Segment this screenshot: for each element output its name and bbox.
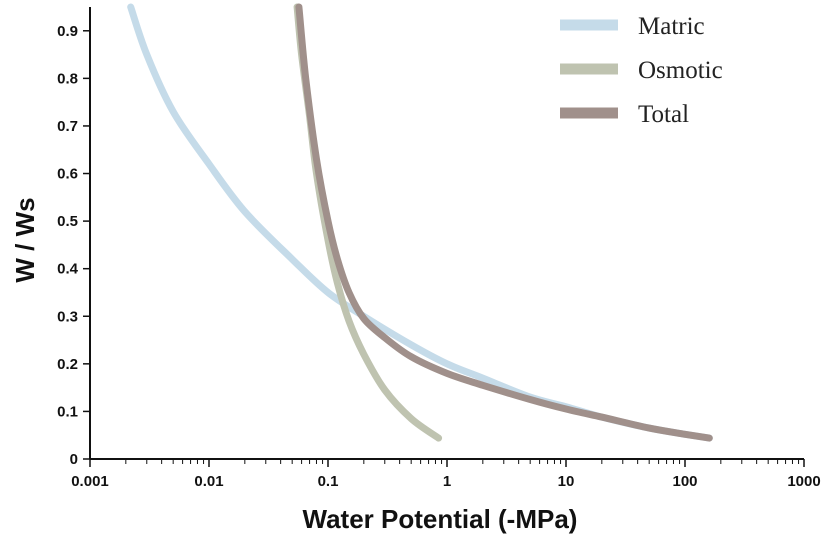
y-tick-label: 0.6 bbox=[57, 166, 78, 183]
y-tick-label: 0.2 bbox=[57, 356, 78, 373]
y-tick-label: 0.1 bbox=[57, 403, 78, 420]
series-line-total bbox=[295, 3, 713, 442]
y-tick-label: 0.5 bbox=[57, 213, 78, 230]
plot-area bbox=[127, 3, 713, 442]
x-tick-label: 1 bbox=[443, 473, 451, 490]
x-tick-label: 10 bbox=[558, 473, 575, 490]
y-ticks: 0 0.1 0.2 0.3 0.4 0.5 0.6 0.7 0.8 0.9 bbox=[57, 23, 90, 468]
x-tick-label: 0.1 bbox=[318, 473, 339, 490]
legend-label-matric: Matric bbox=[638, 13, 705, 40]
x-tick-label: 100 bbox=[672, 473, 697, 490]
x-ticks: 0.001 0.01 0.1 1 10 100 1000 bbox=[71, 459, 821, 490]
y-tick-label: 0.8 bbox=[57, 70, 78, 87]
y-tick-label: 0.3 bbox=[57, 308, 78, 325]
x-axis-title: Water Potential (-MPa) bbox=[303, 504, 578, 534]
y-tick-label: 0.4 bbox=[57, 261, 79, 278]
y-tick-label: 0 bbox=[70, 451, 78, 468]
series-line-osmotic bbox=[293, 3, 443, 442]
x-tick-label: 0.01 bbox=[194, 473, 223, 490]
y-tick-label: 0.7 bbox=[57, 118, 78, 135]
series-line-matric bbox=[127, 3, 713, 442]
y-tick-label: 0.9 bbox=[57, 23, 78, 40]
legend-label-total: Total bbox=[638, 101, 689, 128]
legend: Matric Osmotic Total bbox=[560, 13, 723, 128]
x-tick-label: 0.001 bbox=[71, 473, 109, 490]
x-tick-label: 1000 bbox=[787, 473, 820, 490]
legend-label-osmotic: Osmotic bbox=[638, 57, 723, 84]
y-axis-title: W / Ws bbox=[10, 197, 40, 282]
